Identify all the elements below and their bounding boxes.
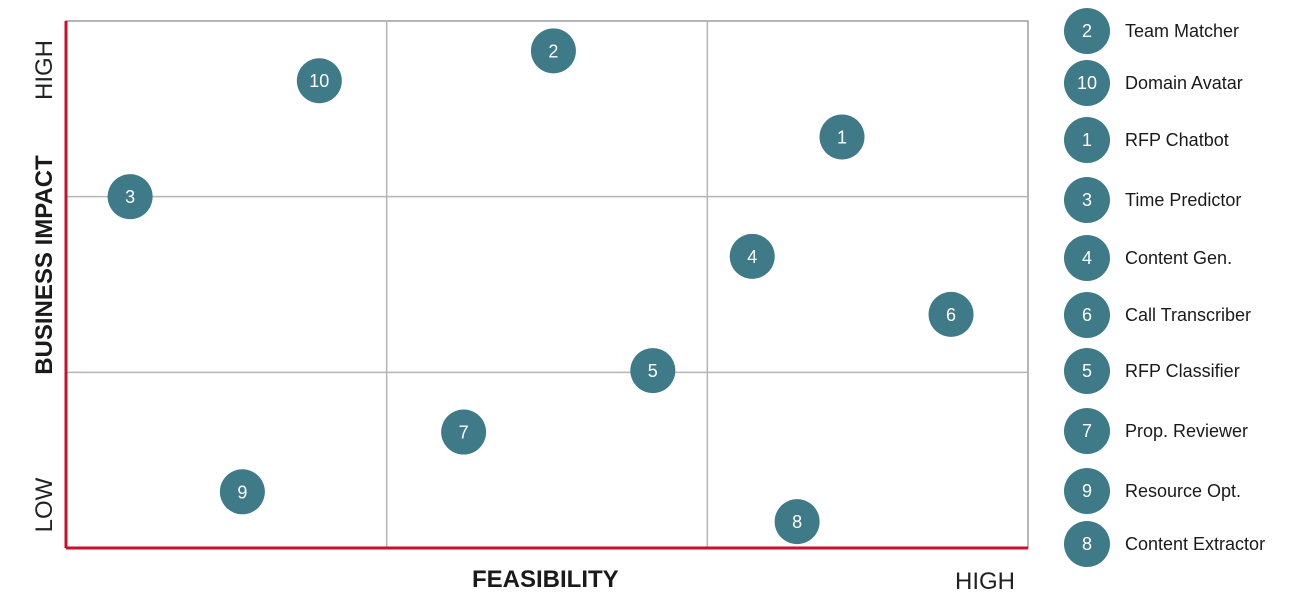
data-point-6: 6	[928, 291, 974, 337]
legend-item: 6 Call Transcriber	[1064, 292, 1251, 338]
legend-label: Content Gen.	[1125, 247, 1233, 268]
point-label: 2	[548, 41, 558, 61]
data-point-4: 4	[729, 233, 775, 279]
legend-label: Team Matcher	[1125, 20, 1240, 41]
legend-marker: 1	[1064, 117, 1110, 163]
legend-label: Domain Avatar	[1125, 72, 1243, 93]
point-label: 3	[125, 187, 135, 207]
legend-label: Content Extractor	[1125, 533, 1266, 554]
point-label: 10	[309, 71, 329, 91]
legend-item: 1 RFP Chatbot	[1064, 117, 1229, 163]
legend-label: RFP Chatbot	[1125, 129, 1229, 150]
point-label: 1	[837, 127, 847, 147]
legend-marker: 5	[1064, 348, 1110, 394]
point-marker	[774, 499, 820, 545]
plot-border	[65, 20, 1029, 549]
legend-label: RFP Classifier	[1125, 360, 1240, 381]
legend-item: 4 Content Gen.	[1064, 235, 1232, 281]
point-marker	[296, 58, 342, 104]
data-point-2: 2	[530, 28, 576, 74]
point-label: 4	[747, 247, 757, 267]
point-label: 5	[648, 361, 658, 381]
legend-item: 5 RFP Classifier	[1064, 348, 1240, 394]
legend-marker: 7	[1064, 408, 1110, 454]
grid-lines	[66, 21, 1028, 548]
legend-marker: 9	[1064, 468, 1110, 514]
data-point-10: 10	[296, 58, 342, 104]
legend-marker: 4	[1064, 235, 1110, 281]
legend-label: Time Predictor	[1125, 189, 1242, 210]
legend-label: Resource Opt.	[1125, 480, 1242, 501]
data-point-1: 1	[819, 114, 865, 160]
data-points: 2 10 1 3 4 6 5 7 9 8	[107, 28, 974, 545]
legend-item: 2 Team Matcher	[1064, 8, 1239, 54]
data-point-8: 8	[774, 499, 820, 545]
point-marker	[729, 233, 775, 279]
x-axis-title: FEASIBILITY	[472, 566, 619, 593]
y-axis-low-label: LOW	[31, 477, 58, 533]
point-marker	[530, 28, 576, 74]
x-axis-high-label: HIGH	[955, 568, 1015, 595]
data-point-7: 7	[441, 409, 487, 455]
legend-item: 9 Resource Opt.	[1064, 468, 1241, 514]
legend-item: 8 Content Extractor	[1064, 521, 1265, 567]
prioritization-matrix-chart: 2 10 1 3 4 6 5 7 9 8	[64, 20, 1029, 550]
legend-marker: 2	[1064, 8, 1110, 54]
point-label: 6	[946, 305, 956, 325]
point-label: 7	[459, 423, 469, 443]
legend-marker: 6	[1064, 292, 1110, 338]
legend-label: Call Transcriber	[1125, 304, 1252, 325]
data-point-3: 3	[107, 174, 153, 220]
point-marker	[219, 469, 265, 515]
point-marker	[928, 291, 974, 337]
legend-item: 3 Time Predictor	[1064, 177, 1241, 223]
y-axis-high-label: HIGH	[31, 40, 58, 100]
point-marker	[819, 114, 865, 160]
legend-item: 7 Prop. Reviewer	[1064, 408, 1248, 454]
legend-marker: 10	[1064, 60, 1110, 106]
legend-item: 10 Domain Avatar	[1064, 60, 1243, 106]
data-point-5: 5	[630, 348, 676, 394]
legend-marker: 8	[1064, 521, 1110, 567]
legend-marker: 3	[1064, 177, 1110, 223]
y-axis-title: BUSINESS IMPACT	[31, 155, 58, 375]
point-marker	[107, 174, 153, 220]
data-point-9: 9	[219, 469, 265, 515]
point-label: 8	[792, 512, 802, 532]
legend-label: Prop. Reviewer	[1125, 420, 1249, 441]
point-label: 9	[237, 482, 247, 502]
point-marker	[441, 409, 487, 455]
point-marker	[630, 348, 676, 394]
